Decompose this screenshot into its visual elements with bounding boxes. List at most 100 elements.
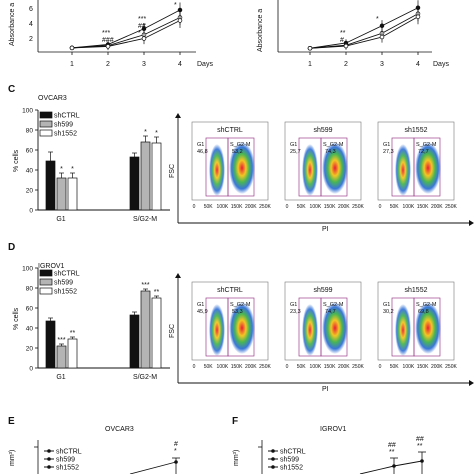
panel-c-flow-sg2m-percent: 72,7 [418, 149, 429, 155]
panel-c-bar-sh599-0 [56, 177, 67, 211]
panel-c-flow-xtick-label: 100K [217, 204, 229, 210]
panel-d-flow-xtick-label: 250K [445, 364, 457, 370]
panel-d-flow-plot-title: shCTRL [217, 287, 243, 294]
panel-d-bar-sh599-0 [56, 345, 67, 369]
panel-c-ytick-label: 100 [22, 108, 33, 115]
panel-d-flow-plot-title: sh599 [313, 287, 332, 294]
top-right-xtick-label: 2 [344, 61, 348, 68]
panel-d-ytick-label: 100 [22, 266, 33, 273]
panel-d-flow-xtick-label: 250K [352, 364, 364, 370]
top-right-plot-area: **# * [307, 0, 421, 51]
panel-f-ylabel: mm³) [233, 450, 240, 466]
panel-d-flow-g1-population [302, 304, 318, 356]
panel-f-letter: F [232, 416, 238, 427]
panel-c-category-label: G1 [56, 216, 65, 223]
panel-d-flow-sh599-plot: sh599 G1 S_G2-M 23,3 74,7 0 50K 100K 150K 200K 250… [284, 281, 364, 370]
top-right-ylabel: Absorbance a [257, 9, 264, 52]
panel-d-sig-marker: *** [57, 337, 65, 344]
top-right-series-2-line [309, 13, 419, 49]
panel-c-legend-swatch [39, 120, 53, 128]
top-left-ytick-6: 6 [29, 6, 33, 13]
top-left-xlabel: Days [197, 61, 213, 68]
panel-c-bar-sh1552-0 [67, 177, 78, 211]
panel-c-flow-xlabel: PI [322, 226, 329, 233]
panel-c-bar-shCTRL-0 [45, 160, 56, 211]
panel-d-flow-g1-percent: 30,2 [383, 309, 394, 315]
panel-f-sig-4: ** [417, 443, 423, 450]
panel-c-flow-xtick-label: 50K [204, 204, 214, 210]
panel-d-legend-label: sh1552 [54, 289, 77, 296]
panel-c-flow-ylabel: FSC [169, 164, 176, 178]
panel-c-flow-plot-title: shCTRL [217, 127, 243, 134]
top-right-series-3-point [343, 43, 349, 49]
panel-f-legend-2: sh599 [280, 457, 299, 464]
panel-e-sig-2: * [174, 448, 177, 455]
top-left-series-3-point [105, 44, 111, 49]
panel-c-flow-xtick-label: 200K [431, 204, 443, 210]
top-left-ytick-2: 2 [29, 36, 33, 43]
panel-d-sig-marker: ** [154, 289, 160, 296]
panel-c-ytick-label: 0 [29, 208, 33, 215]
panel-d-flow-sg2m-percent: 69,8 [418, 309, 429, 315]
panel-c-flow-xtick-label: 200K [245, 204, 257, 210]
panel-c-flow-xtick-label: 0 [379, 204, 382, 210]
panel-c-flow-sg2m-population [322, 142, 348, 194]
panel-c-title: OVCAR3 [38, 95, 67, 102]
panel-d-sig-marker: *** [141, 282, 149, 289]
panel-d-legend-swatch [39, 269, 53, 277]
panel-c-flow-xtick-label: 250K [445, 204, 457, 210]
top-right-xtick-label: 4 [416, 61, 420, 68]
panel-d-flow-sg2m-percent: 53,3 [232, 309, 243, 315]
panel-c-flow-xtick-label: 100K [403, 204, 415, 210]
top-left-sig-marker: *** [138, 16, 146, 23]
panel-c-legend-swatch [39, 129, 53, 137]
panel-c-flow-gate-label-sg2m: S_G2-M [230, 142, 251, 148]
top-left-x-ticks: 1 2 3 4 [70, 52, 182, 68]
panel-d-flow-sg2m-percent: 74,7 [325, 309, 336, 315]
top-left-xtick-label: 3 [142, 61, 146, 68]
panel-d-category-label: S/G2-M [133, 374, 157, 381]
panel-d-flow-sg2m-population [322, 302, 348, 354]
panel-c-flow-sg2m-population [229, 142, 255, 194]
panel-c-flow-sg2m-percent: 74,3 [325, 149, 336, 155]
panel-c-ylabel: % cells [13, 149, 20, 172]
panel-d-flow-xtick-label: 250K [259, 364, 271, 370]
panel-d-flow-xtick-label: 150K [417, 364, 429, 370]
panel-c-flow-sg2m-percent: 53,2 [232, 149, 243, 155]
top-right-sig-marker: # [340, 37, 344, 44]
panel-d-flow-xtick-label: 0 [193, 364, 196, 370]
panel-e-legend-3: sh1552 [56, 465, 79, 472]
panel-d-flow-gate-label-g1: G1 [290, 302, 297, 308]
panel-c-flow-xtick-label: 200K [338, 204, 350, 210]
top-right-x-ticks: 1 2 3 4 [308, 52, 420, 68]
panel-d-flow-gate-label-sg2m: S_G2-M [323, 302, 344, 308]
panel-d-legend-label: shCTRL [54, 271, 80, 278]
top-right-xtick-label: 3 [380, 61, 384, 68]
panel-d-legend: shCTRL sh599 sh1552 [39, 269, 80, 296]
panel-d-ylabel: % cells [13, 307, 20, 330]
top-right-series-3-point [379, 34, 385, 40]
panel-c-flow-g1-population [209, 144, 225, 196]
panel-c-flow-g1-percent: 25,7 [290, 149, 301, 155]
panel-d-flow-sg2m-population [229, 302, 255, 354]
panel-c-legend-label: sh1552 [54, 131, 77, 138]
top-left-series-1-line [71, 9, 181, 49]
panel-c-flow-gate-label-g1: G1 [383, 142, 390, 148]
panel-d-flow-xtick-label: 50K [297, 364, 307, 370]
top-left-xtick-label: 1 [70, 61, 74, 68]
top-left-ytick-4: 4 [29, 21, 33, 28]
panel-c-bar-sh599-1 [140, 141, 151, 211]
panel-d-flow-xtick-label: 150K [324, 364, 336, 370]
panel-c-legend-label: shCTRL [54, 113, 80, 120]
top-right-xtick-label: 1 [308, 61, 312, 68]
top-left-sig-marker: * [138, 30, 141, 37]
top-left-sig-marker: ### [102, 37, 114, 44]
top-left-ylabel: Absorbance a [9, 3, 16, 46]
top-left-sig-marker: * [174, 2, 177, 9]
panel-d-flow-xtick-label: 200K [245, 364, 257, 370]
panel-c-bar-chart: 0 20 40 60 80 100 % cells * * G1 * * S/G2-M shCTRL sh5… [13, 108, 170, 223]
panel-c-flow-g1-population [395, 144, 411, 196]
